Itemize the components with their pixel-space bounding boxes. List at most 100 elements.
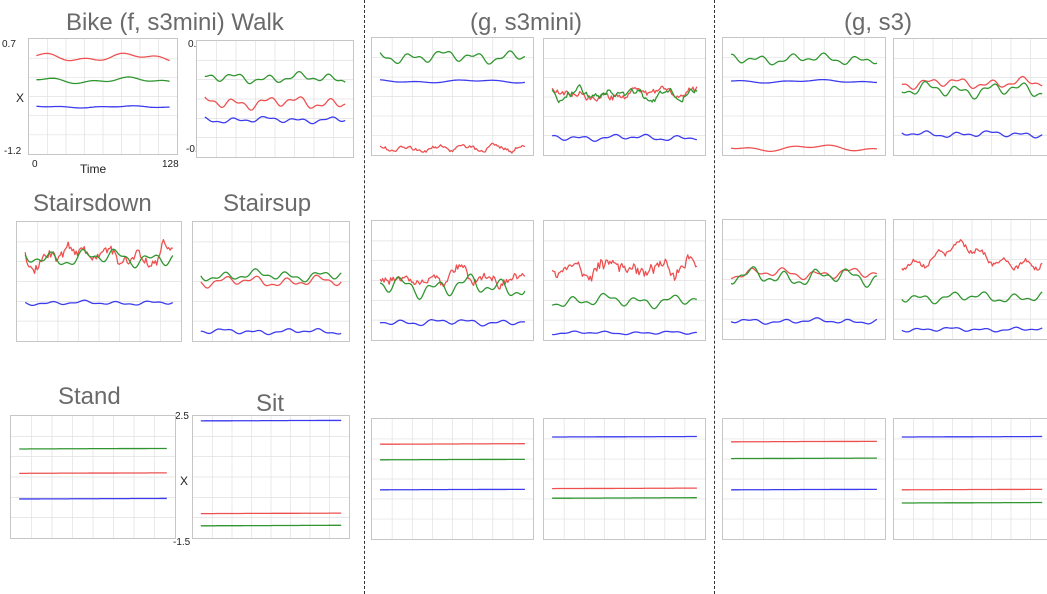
grid — [372, 419, 533, 539]
series-line-red — [551, 85, 698, 102]
panel-bike-f-s3mini — [28, 38, 178, 155]
heading-stairsdown: Stairsdown — [33, 190, 152, 217]
series-line-red — [901, 239, 1043, 271]
panel-stand-g-s3mini — [371, 418, 534, 540]
panel-sit-g-s3 — [893, 418, 1047, 540]
heading-bike-walk: Bike (f, s3mini) Walk — [66, 9, 284, 36]
panel-walk-g-s3 — [893, 38, 1047, 156]
series-line-blue — [901, 130, 1043, 139]
series-line-green — [552, 292, 697, 310]
panel-walk-g-s3mini — [543, 38, 706, 156]
series-line-blue — [380, 79, 525, 84]
series-line-red — [200, 274, 342, 289]
bike-ymin-tick: -1.2 — [4, 146, 22, 157]
chart-bike-g-s3 — [723, 38, 885, 155]
chart-sit-f-s3mini — [193, 416, 349, 538]
heading-stairsup: Stairsup — [223, 190, 312, 217]
chart-stairsup-g-s3mini — [544, 221, 705, 340]
heading-g-s3: (g, s3) — [844, 9, 913, 36]
chart-stairsup-g-s3 — [894, 220, 1047, 339]
panel-bike-g-s3 — [722, 37, 886, 156]
panel-stairsdown-f-s3mini — [16, 221, 182, 342]
grid — [723, 38, 885, 155]
chart-sit-g-s3 — [894, 419, 1047, 539]
series-line-blue — [204, 115, 346, 125]
series-line-green — [200, 268, 342, 283]
grid — [29, 39, 177, 154]
series-line-green — [901, 291, 1043, 305]
series-line-blue — [24, 299, 174, 307]
grid — [723, 220, 885, 339]
series-line-red — [730, 267, 878, 281]
series-line-red — [731, 144, 877, 153]
panel-stairsup-f-s3mini — [192, 221, 350, 342]
chart-stand-g-s3mini — [372, 419, 533, 539]
heading-stand: Stand — [58, 383, 121, 410]
series-line-green — [551, 84, 698, 104]
grid — [544, 419, 705, 539]
walk-ymin-tick: -0.8 — [186, 144, 204, 155]
series-line-blue — [36, 105, 170, 109]
panel-stairsdown-g-s3mini — [371, 220, 534, 341]
chart-sit-g-s3mini — [544, 419, 705, 539]
series-line-green — [731, 52, 878, 66]
series-line-green — [379, 273, 526, 301]
series-line-green — [24, 248, 174, 269]
panel-stairsdown-g-s3 — [722, 219, 886, 340]
chart-walk-g-s3mini — [544, 39, 705, 155]
sit-ymin-tick: -1.5 — [173, 537, 191, 548]
grid — [193, 416, 349, 538]
panel-bike-g-s3mini — [371, 37, 534, 156]
grid — [723, 419, 885, 539]
chart-bike-f-s3mini — [29, 39, 177, 154]
series-line-green — [379, 50, 526, 65]
panel-walk-f-s3mini — [196, 40, 354, 158]
grid — [17, 222, 181, 341]
bike-xmax-tick: 128 — [162, 159, 179, 170]
series-line-blue — [552, 133, 697, 142]
series-line-blue — [731, 78, 877, 84]
sit-ymax-tick: 2.5 — [175, 411, 189, 422]
series-line-red — [379, 264, 526, 290]
chart-stairsup-f-s3mini — [193, 222, 349, 341]
separator-left — [364, 0, 365, 594]
grid — [544, 221, 705, 340]
chart-walk-g-s3 — [894, 39, 1047, 155]
series-line-blue — [380, 319, 525, 327]
bike-ylabel: X — [16, 91, 25, 105]
grid — [193, 222, 349, 341]
panel-sit-g-s3mini — [543, 418, 706, 540]
panel-stairsup-g-s3mini — [543, 220, 706, 341]
bike-ymax-tick: 0.7 — [2, 39, 16, 50]
series-line-red — [901, 75, 1043, 90]
series-line-red — [379, 142, 526, 154]
panel-sit-f-s3mini — [192, 415, 350, 539]
series-line-red — [204, 96, 346, 111]
separator-right — [714, 0, 715, 594]
series-line-blue — [552, 330, 697, 336]
chart-bike-g-s3mini — [372, 38, 533, 155]
grid — [11, 416, 175, 538]
panel-stand-g-s3 — [722, 418, 886, 540]
series-line-red — [36, 52, 170, 62]
grid — [894, 39, 1047, 155]
series-line-blue — [200, 327, 342, 336]
grid — [894, 220, 1047, 339]
series-line-green — [730, 266, 877, 288]
grid — [372, 38, 533, 155]
panel-stairsup-g-s3 — [893, 219, 1047, 340]
walk-ymax-tick: 0.7 — [188, 39, 202, 50]
chart-stand-f-s3mini — [11, 416, 175, 538]
bike-xlabel: Time — [80, 162, 107, 176]
chart-stairsdown-g-s3mini — [372, 221, 533, 340]
chart-walk-f-s3mini — [197, 41, 353, 157]
series-line-green — [901, 80, 1043, 100]
heading-sit: Sit — [256, 390, 285, 417]
grid — [894, 419, 1047, 539]
chart-stand-g-s3 — [723, 419, 885, 539]
series-line-blue — [901, 326, 1043, 333]
chart-stairsdown-f-s3mini — [17, 222, 181, 341]
heading-g-s3mini: (g, s3mini) — [470, 9, 583, 36]
bike-xmin-tick: 0 — [32, 159, 38, 170]
panel-stand-f-s3mini — [10, 415, 176, 539]
